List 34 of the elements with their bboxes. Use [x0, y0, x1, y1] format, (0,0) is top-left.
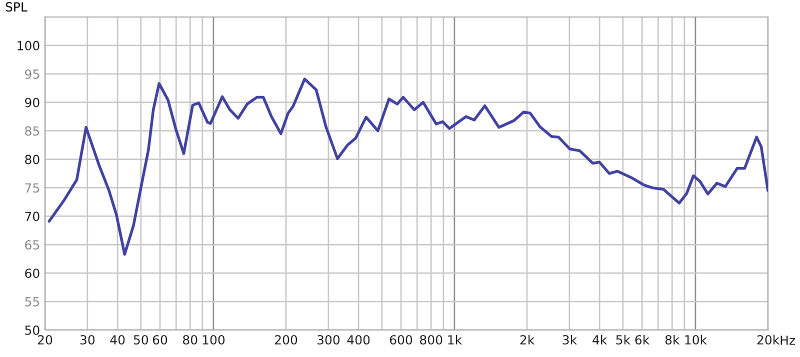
y-tick-label: 50 [25, 325, 40, 335]
x-tick-label: 200 [274, 335, 298, 345]
x-axis-title: Hz [780, 336, 795, 345]
x-tick-label: 5k [616, 334, 630, 345]
x-tick-label: 400 [347, 335, 370, 345]
y-tick-label: 100 [18, 40, 40, 50]
y-tick-label: 95 [25, 69, 40, 79]
y-tick-label: 80 [25, 154, 40, 164]
y-tick-label: 85 [25, 126, 40, 136]
x-tick-label: 8k [665, 334, 680, 345]
x-tick-label: 100 [202, 335, 225, 345]
y-tick-label: 90 [25, 98, 40, 108]
x-tick-label: 3k [562, 334, 577, 345]
y-tick-label: 55 [25, 297, 40, 306]
x-tick-label: 2k [520, 334, 535, 344]
x-tick-label: 50 [134, 335, 148, 345]
x-tick-label: 60 [152, 335, 168, 345]
x-tick-label: 1k [448, 334, 462, 344]
y-tick-label: 70 [25, 212, 40, 222]
x-tick-label: 80 [182, 335, 198, 345]
y-axis-title: SPL [6, 2, 28, 12]
x-tick-label: 40 [110, 335, 125, 345]
y-tick-label: 60 [25, 268, 40, 278]
x-tick-label: 30 [80, 335, 95, 345]
x-tick-label: 4k [592, 334, 608, 344]
x-tick-label: 10k [685, 334, 707, 345]
x-tick-label: 6k [635, 334, 650, 345]
x-tick-label: 600 [390, 335, 412, 345]
x-tick-label: 800 [420, 335, 442, 345]
x-tick-label: 300 [317, 335, 340, 345]
x-tick-label: 20 [38, 335, 52, 345]
y-tick-label: 75 [25, 183, 40, 193]
x-tick-label: 20k [757, 334, 780, 345]
y-tick-label: 65 [25, 240, 40, 250]
